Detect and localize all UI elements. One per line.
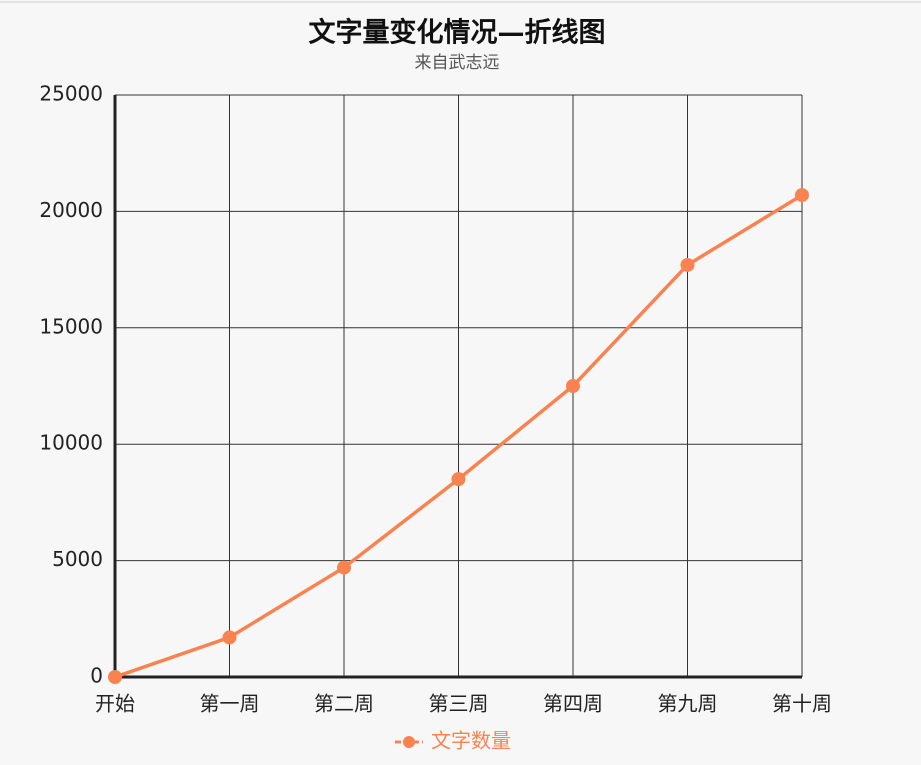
point bbox=[680, 257, 695, 272]
point bbox=[337, 560, 351, 575]
y-tick-label: 5000 bbox=[52, 547, 103, 571]
y-tick-label: 25000 bbox=[39, 82, 103, 106]
point bbox=[222, 630, 237, 645]
x-tick-label: 第四周 bbox=[543, 692, 603, 716]
point bbox=[108, 670, 122, 684]
legend-item: 文字数量 bbox=[395, 729, 511, 753]
point bbox=[795, 188, 809, 203]
chart-title: 文字量变化情况—折线图 bbox=[309, 17, 606, 49]
y-tick-label: 20000 bbox=[39, 198, 103, 222]
x-tick-label: 开始 bbox=[95, 692, 135, 716]
y-tick-label: 10000 bbox=[39, 431, 103, 455]
x-tick-label: 第九周 bbox=[658, 692, 718, 716]
legend-label: 文字数量 bbox=[431, 729, 511, 753]
y-tick-label: 0 bbox=[90, 664, 103, 688]
chart-subtitle: 来自武志远 bbox=[415, 53, 500, 73]
point bbox=[566, 379, 580, 393]
x-tick-label: 第三周 bbox=[429, 692, 489, 716]
legend-marker bbox=[403, 736, 415, 748]
x-tick-label: 第十周 bbox=[772, 692, 832, 716]
point bbox=[451, 472, 466, 487]
x-tick-label: 第二周 bbox=[314, 692, 374, 716]
y-tick-label: 15000 bbox=[39, 314, 103, 338]
x-tick-label: 第一周 bbox=[200, 692, 260, 716]
